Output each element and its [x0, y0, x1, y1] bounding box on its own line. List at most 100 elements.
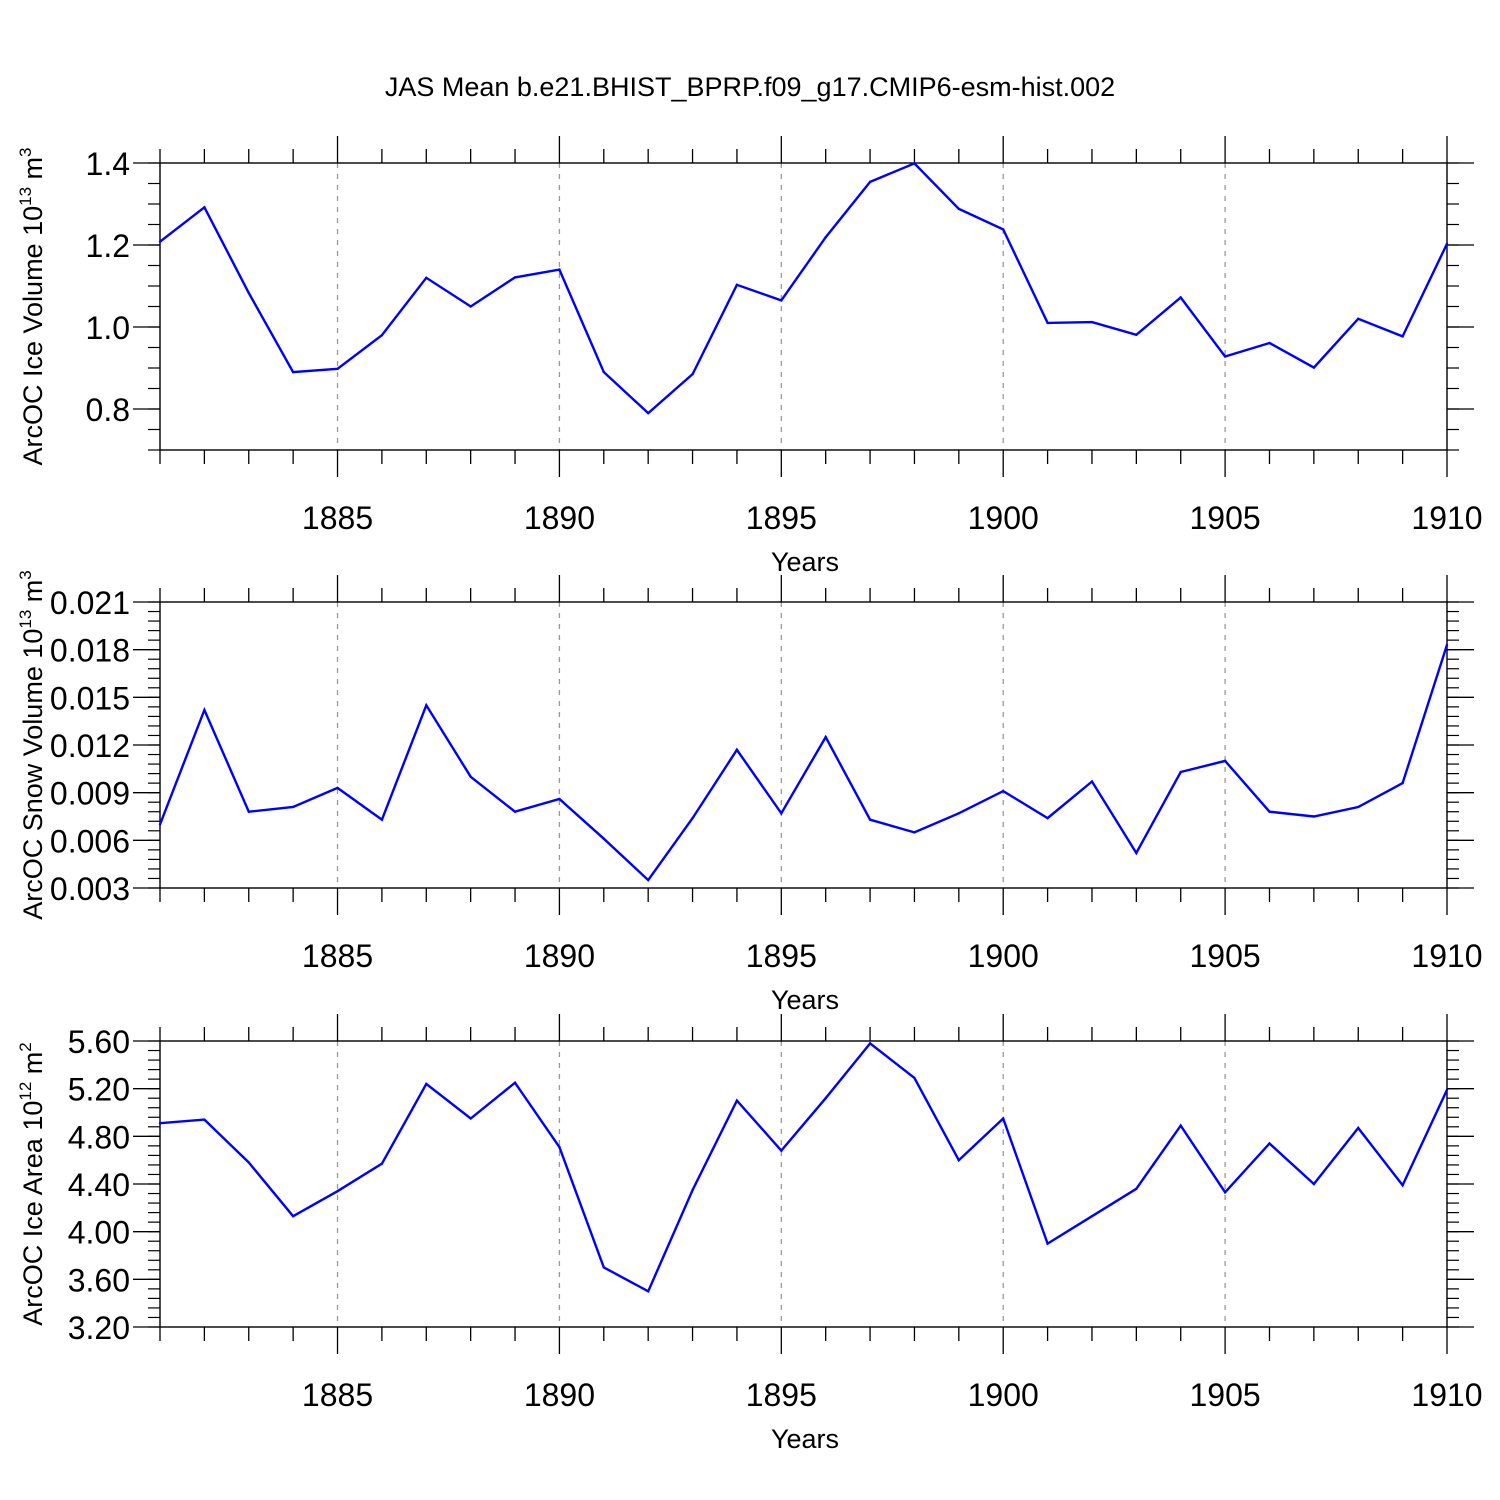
y-tick-label: 4.40	[68, 1167, 130, 1203]
x-tick-label: 1885	[302, 938, 373, 974]
data-point	[513, 810, 517, 813]
data-point	[780, 812, 783, 815]
data-point	[469, 1117, 472, 1120]
data-point	[824, 735, 827, 739]
x-tick-label: 1895	[746, 938, 817, 974]
data-point	[247, 1161, 250, 1164]
data-point	[957, 1158, 961, 1162]
data-point	[913, 162, 916, 165]
y-axis-label-part: ArcOC Ice Volume 10	[18, 206, 48, 466]
data-point	[602, 837, 605, 840]
y-tick-label: 0.018	[50, 633, 130, 669]
data-point	[1046, 816, 1049, 820]
data-point	[558, 1145, 561, 1149]
data-point	[425, 704, 428, 707]
data-point	[469, 305, 472, 308]
data-point	[1357, 317, 1360, 320]
data-point	[957, 207, 961, 211]
x-tick-label: 1890	[524, 938, 595, 974]
data-point	[1401, 781, 1404, 785]
y-tick-label: 5.20	[68, 1072, 130, 1108]
y-tick-label: 5.60	[68, 1024, 130, 1060]
y-tick-label: 4.00	[68, 1215, 130, 1251]
data-point	[1090, 320, 1094, 324]
y-tick-label: 0.003	[50, 871, 130, 907]
x-tick-label: 1900	[968, 938, 1039, 974]
y-tick-label: 0.006	[50, 823, 130, 859]
data-point	[780, 1149, 783, 1152]
y-tick-label: 0.015	[50, 680, 130, 716]
data-point	[469, 775, 472, 778]
chart-title: JAS Mean b.e21.BHIST_BPRP.f09_g17.CMIP6-…	[385, 72, 1115, 102]
data-point	[158, 240, 162, 243]
data-point	[247, 291, 250, 295]
data-point	[1312, 815, 1316, 818]
data-point	[1357, 805, 1360, 809]
y-tick-label: 0.009	[50, 776, 130, 812]
data-point	[158, 1122, 162, 1125]
x-tick-label: 1910	[1411, 938, 1482, 974]
data-point	[824, 1097, 827, 1100]
data-point	[1046, 1242, 1049, 1245]
data-point	[291, 805, 295, 809]
data-point	[913, 1076, 916, 1080]
data-point	[203, 1118, 206, 1121]
data-point	[691, 1188, 694, 1192]
data-point	[203, 708, 206, 712]
chart-panel-2: 1885 1890 1895 1900 1905 1910 Years 0.003 0.006 0…	[16, 570, 1483, 1015]
data-point	[336, 786, 339, 790]
data-point	[380, 334, 384, 337]
y-axis-label: ArcOC Snow Volume 1013 m3	[16, 570, 48, 920]
data-point	[1179, 770, 1182, 774]
x-tick-label: 1905	[1190, 500, 1261, 536]
data-point	[291, 370, 295, 374]
data-point	[735, 283, 739, 286]
y-tick-label: 3.20	[68, 1310, 130, 1346]
plot-frame	[159, 601, 1448, 889]
data-point	[1002, 789, 1005, 793]
data-point	[1002, 228, 1005, 231]
data-point	[1002, 1117, 1005, 1120]
x-tick-label: 1895	[746, 500, 817, 536]
data-point	[1312, 366, 1316, 369]
y-tick-label: 0.021	[50, 585, 130, 621]
data-point	[558, 797, 561, 801]
x-tick-label: 1900	[968, 500, 1039, 536]
x-tick-label: 1890	[524, 1377, 595, 1413]
panels: 1885 1890 1895 1900 1905 1910 Years 0.8 1.0 1.2 1.…	[16, 136, 1483, 1454]
data-point	[1179, 296, 1182, 299]
data-point	[513, 1081, 517, 1084]
data-point	[602, 370, 605, 374]
x-axis-label: Years	[771, 547, 839, 577]
y-tick-label: 1.4	[86, 146, 130, 182]
y-tick-label: 0.8	[86, 392, 130, 428]
data-point	[1268, 810, 1271, 813]
y-axis-label-part: ArcOC Snow Volume 10	[18, 629, 48, 920]
data-point	[691, 816, 694, 820]
x-tick-label: 1895	[746, 1377, 817, 1413]
data-point	[1179, 1124, 1182, 1127]
data-point	[957, 812, 961, 815]
data-series-line	[159, 1041, 1449, 1293]
y-tick-label: 0.012	[50, 728, 130, 764]
data-point	[336, 367, 339, 371]
data-point	[1445, 643, 1449, 647]
data-point	[1268, 1142, 1271, 1145]
y-axis-label-superscript: 3	[16, 570, 35, 579]
data-point	[735, 1099, 739, 1102]
chart-panel-1: 1885 1890 1895 1900 1905 1910 Years 0.8 1.0 1.2 1.…	[16, 136, 1483, 577]
data-point	[1401, 335, 1404, 338]
y-axis-label-part: ArcOC Ice Area 10	[18, 1101, 48, 1326]
plot-frame	[159, 162, 1448, 451]
data-point	[646, 1290, 650, 1293]
data-point	[602, 1266, 605, 1269]
data-point	[1135, 1187, 1138, 1190]
data-point	[646, 411, 650, 415]
data-point	[291, 1214, 295, 1218]
y-axis-label-part: m	[18, 580, 48, 610]
x-tick-label: 1885	[302, 500, 373, 536]
data-point	[868, 1042, 872, 1045]
x-tick-label: 1910	[1411, 1377, 1482, 1413]
data-point	[1357, 1126, 1360, 1130]
y-tick-label: 1.0	[86, 310, 130, 346]
